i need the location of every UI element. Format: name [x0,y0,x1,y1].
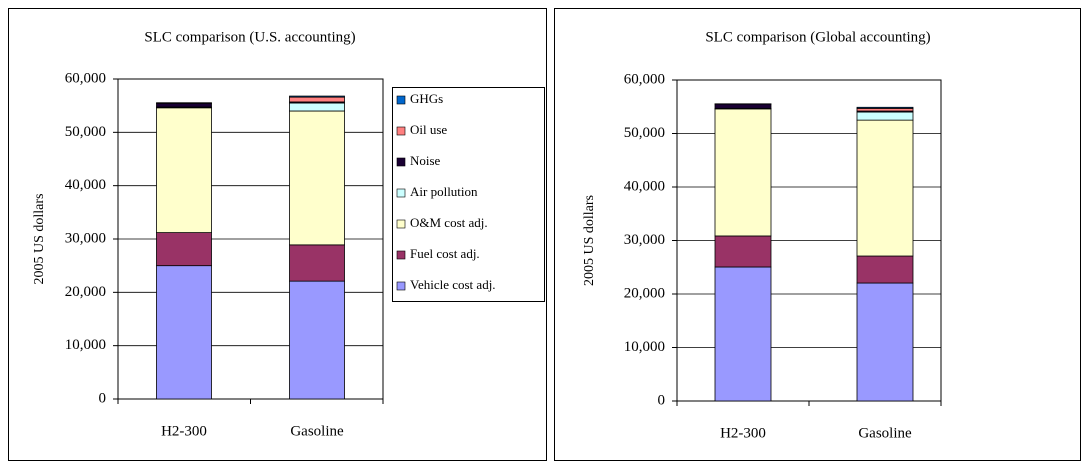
legend-label: Noise [410,153,441,168]
x-tick-label: Gasoline [858,425,912,441]
bar-segment [289,280,345,400]
legend-label: Oil use [410,122,447,137]
bar-segment [289,96,345,103]
x-tick-label: Gasoline [290,423,344,439]
legend-label: O&M cost adj. [410,215,488,230]
legend-swatch [396,250,406,260]
x-tick-label: H2-300 [720,425,766,441]
legend-frame [392,87,545,302]
bar-segment [714,235,772,268]
legend-swatch [396,188,406,198]
y-tick-label: 40,000 [65,177,106,193]
bar-segment [156,265,212,400]
chart-title: SLC comparison (U.S. accounting) [144,29,355,45]
bar-segment [714,108,772,237]
legend-swatch [396,126,406,136]
chart-title: SLC comparison (Global accounting) [705,29,930,45]
legend-label: GHGs [410,91,443,106]
legend-swatch [396,157,406,167]
y-tick-label: 20,000 [624,285,665,301]
legend-label: Air pollution [410,184,478,199]
bar-segment [156,107,212,234]
legend-swatch [396,219,406,229]
y-tick-label: 10,000 [65,337,106,353]
bar-segment [856,111,914,121]
bar-segment [156,102,212,108]
y-tick-label: 0 [658,392,666,408]
legend-label: Vehicle cost adj. [410,277,496,292]
y-tick-label: 50,000 [624,125,665,141]
y-tick-label: 60,000 [624,71,665,87]
bar-segment [714,103,772,109]
legend-label: Fuel cost adj. [410,246,480,261]
bar-segment [289,102,345,112]
y-tick-label: 30,000 [65,230,106,246]
y-tick-label: 0 [99,390,107,406]
legend-swatch [396,281,406,291]
bar-segment [289,110,345,246]
bar-segment [714,266,772,402]
y-tick-label: 50,000 [65,124,106,140]
bar-segment [156,232,212,267]
y-tick-label: 20,000 [65,284,106,300]
bar-segment [856,107,914,112]
y-tick-label: 60,000 [65,70,106,86]
bar-segment [856,106,914,109]
panel-frame [554,8,1081,461]
x-tick-label: H2-300 [161,423,207,439]
bar-segment [856,282,914,402]
y-tick-label: 10,000 [624,339,665,355]
bar-segment [289,95,345,98]
y-tick-label: 40,000 [624,178,665,194]
y-tick-label: 30,000 [624,232,665,248]
bar-segment [856,119,914,257]
bar-segment [289,244,345,282]
y-axis-label: 2005 US dollars [32,194,47,285]
legend-swatch [396,95,406,105]
y-axis-label: 2005 US dollars [582,195,597,286]
bar-segment [856,255,914,284]
bar-segment [156,102,212,104]
